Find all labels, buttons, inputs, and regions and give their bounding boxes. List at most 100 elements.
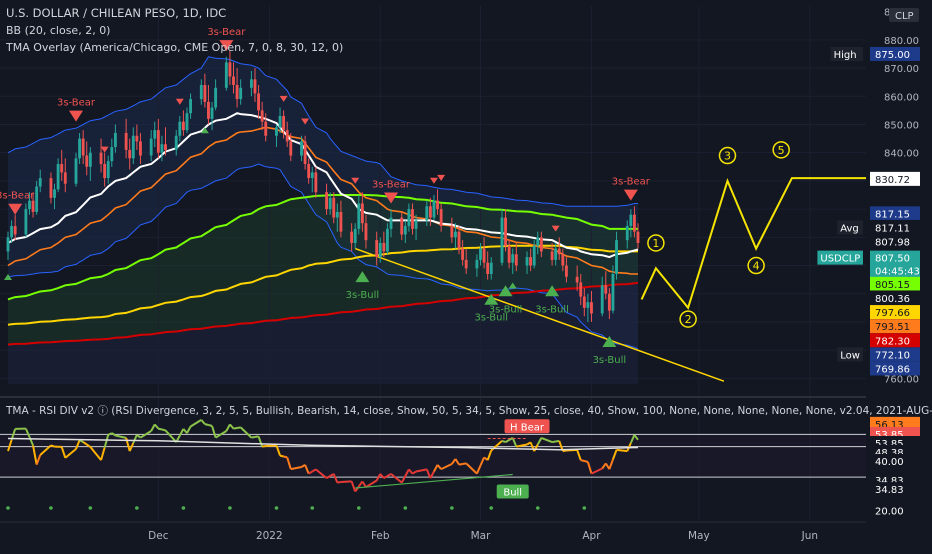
candle-body — [307, 164, 310, 178]
rsi-legend[interactable]: TMA - RSI DIV v2 ⓘ (RSI Divergence, 3, 2… — [6, 403, 932, 418]
candle-body — [250, 79, 253, 87]
candle-body — [615, 240, 618, 274]
candle-body — [551, 251, 554, 259]
price-tick-label: 850.00 — [884, 120, 919, 131]
candle — [501, 209, 504, 265]
price-label: 04:45:43 — [870, 264, 920, 278]
hidden-bear-badge: H Bear — [505, 419, 550, 433]
candle-body — [157, 130, 160, 153]
price-tag-text: USDCLP — [820, 254, 860, 265]
bull-signal-label: 3s-Bull — [535, 304, 569, 315]
signal-dot — [489, 506, 493, 510]
candle-body — [504, 218, 507, 246]
candle-body — [425, 206, 428, 220]
candle-body — [60, 164, 63, 172]
candle-body — [526, 257, 529, 265]
candle-body — [576, 277, 579, 283]
signal-dot — [357, 506, 361, 510]
candle-body — [139, 141, 142, 155]
rsi-segment — [584, 461, 588, 462]
candle-body — [261, 110, 264, 121]
rsi-segment — [337, 482, 341, 483]
rsi-label-text: 40.00 — [875, 457, 904, 468]
price-tick-label: 840.00 — [884, 149, 919, 160]
tma-legend[interactable]: TMA Overlay (America/Chicago, CME Open, … — [6, 41, 343, 54]
candle-body — [454, 232, 457, 238]
signal-dot — [6, 506, 10, 510]
bb-legend[interactable]: BB (20, close, 2, 0) — [6, 24, 110, 37]
candle-body — [540, 237, 543, 251]
rsi-segment — [341, 481, 352, 482]
candle-body — [533, 246, 536, 266]
candle-body — [400, 218, 403, 235]
chart-title: U.S. DOLLAR / CHILEAN PESO, 1D, IDC — [6, 6, 226, 20]
bear-signal-label: 3s-Bear — [207, 27, 246, 38]
time-tick-label: 2022 — [256, 530, 283, 542]
candle-body — [229, 62, 232, 76]
signal-dot — [228, 506, 232, 510]
candle-body — [411, 209, 414, 229]
price-label: 782.30 — [870, 333, 920, 347]
candle-body — [508, 246, 511, 263]
candle-body — [325, 192, 328, 209]
candle-body — [608, 294, 611, 311]
candle-body — [175, 136, 178, 150]
wave-number: 1 — [652, 237, 659, 250]
candle-body — [461, 249, 464, 260]
candle-body — [24, 209, 27, 234]
price-label-text: 782.30 — [875, 336, 910, 347]
rsi-segment — [208, 425, 212, 426]
price-tick-label: 880.00 — [884, 36, 919, 47]
candle-body — [554, 249, 557, 260]
candle-body — [304, 141, 307, 164]
wave-number: 4 — [753, 260, 760, 273]
candle-body — [390, 218, 393, 229]
candle-body — [214, 88, 217, 108]
candle-body — [132, 136, 135, 159]
candle-body — [10, 226, 13, 237]
candle-body — [28, 201, 31, 209]
signal-dot — [182, 506, 186, 510]
price-label: 797.66 — [870, 305, 920, 319]
badge-label: Bull — [503, 488, 522, 499]
candle-body — [78, 139, 81, 159]
candle-body — [64, 172, 67, 183]
signal-dot — [404, 506, 408, 510]
candle-body — [354, 229, 357, 243]
candle-body — [207, 102, 210, 119]
rsi-price-label: 20.00 — [870, 504, 920, 518]
price-label-text: 817.11 — [875, 223, 910, 234]
rsi-label-text: 20.00 — [875, 507, 904, 518]
price-label-text: 769.86 — [875, 364, 910, 375]
candle-body — [311, 172, 314, 178]
candle-body — [164, 144, 167, 150]
candle-body — [404, 226, 407, 234]
candle-body — [339, 212, 342, 232]
candle-body — [637, 232, 640, 243]
candle-body — [336, 212, 339, 218]
price-label-text: 830.72 — [875, 175, 910, 186]
candle-body — [282, 116, 285, 130]
candle-body — [14, 226, 17, 234]
price-label-text: 805.15 — [875, 280, 910, 291]
price-label-text: 807.50 — [875, 254, 910, 265]
candle-body — [604, 285, 607, 293]
candle-body — [511, 254, 514, 262]
signal-dot — [49, 506, 53, 510]
candle-body — [39, 178, 42, 186]
candle-body — [407, 209, 410, 226]
candle-body — [82, 139, 85, 156]
candle-body — [361, 203, 364, 223]
candle-body — [7, 237, 10, 251]
price-label-text: 875.00 — [875, 50, 910, 61]
rsi-segment — [262, 446, 266, 447]
bear-signal-label: 3s-Bear — [57, 98, 96, 109]
bull-signal-label: 3s-Bull — [593, 355, 627, 366]
candle-body — [475, 260, 478, 268]
rsi-segment — [563, 451, 567, 452]
signal-dot — [135, 506, 139, 510]
price-label: 800.36 — [870, 291, 920, 305]
